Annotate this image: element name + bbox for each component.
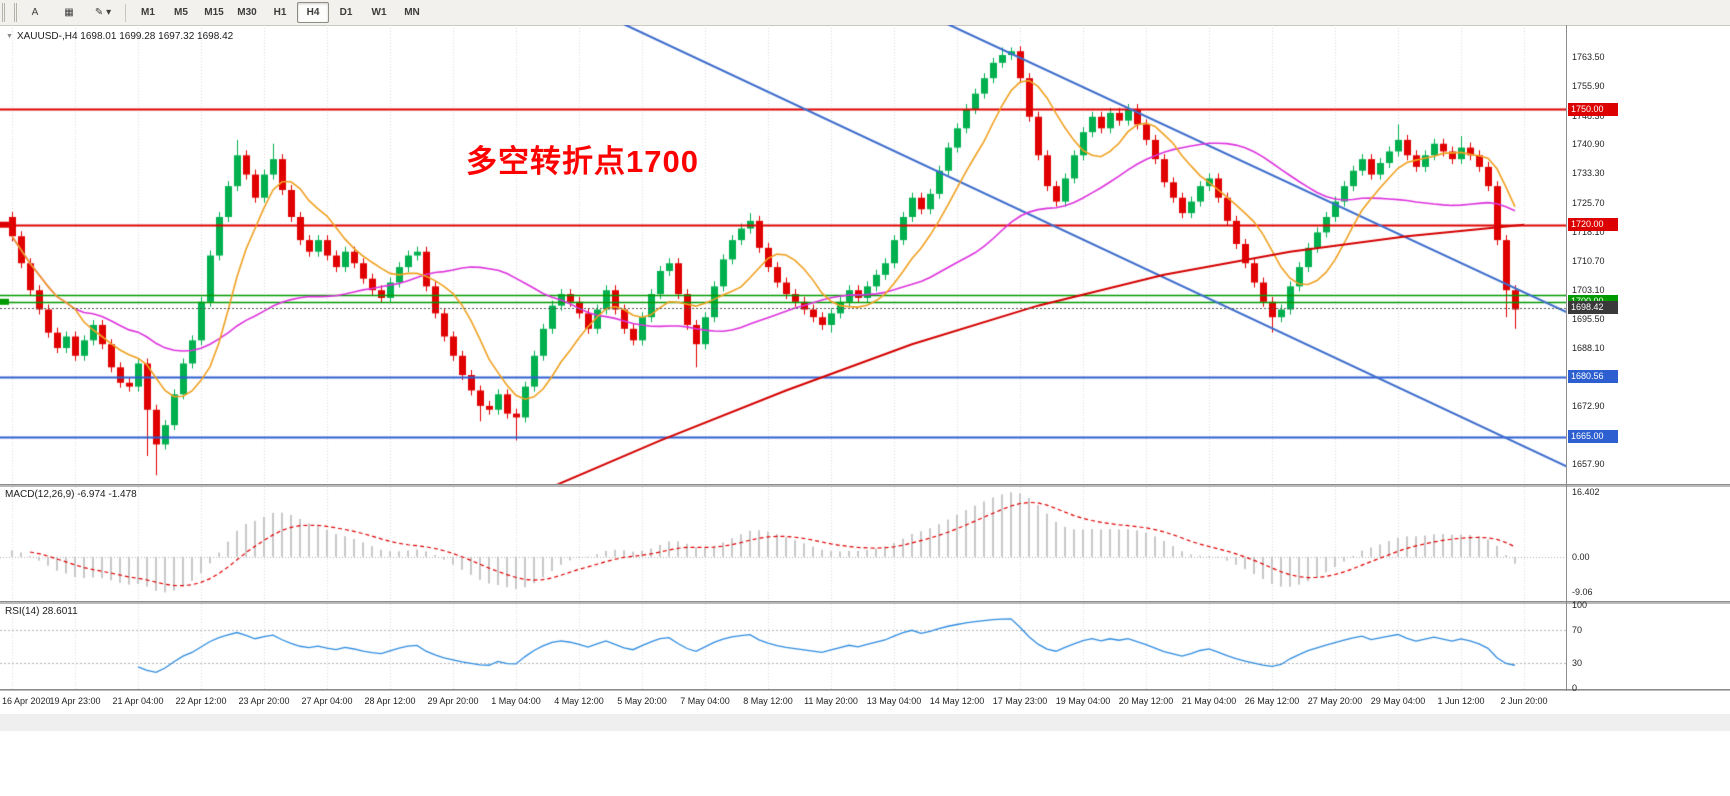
chart-annotation: 多空转折点1700 (466, 144, 699, 179)
time-label: 28 Apr 12:00 (364, 696, 416, 706)
tf-button-m15[interactable]: M15 (204, 7, 224, 18)
time-label: 22 Apr 12:00 (175, 696, 227, 706)
toolbar-draw-tool[interactable]: ✎ ▾ (94, 7, 112, 18)
time-label: 27 May 20:00 (1307, 696, 1363, 706)
price-tick: 1672.90 (1572, 401, 1605, 412)
tool-button-group: A ▦ ✎ ▾ (19, 2, 119, 23)
time-label: 19 Apr 23:00 (49, 696, 101, 706)
price-tick: 1710.70 (1572, 255, 1605, 266)
price-tick: 1763.50 (1572, 51, 1605, 62)
price-tag: 1750.00 (1568, 102, 1618, 116)
price-tick: 1695.50 (1572, 314, 1605, 325)
rsi-tick: 0 (1572, 683, 1578, 693)
time-label: 27 Apr 04:00 (301, 696, 353, 706)
tf-button-m1[interactable]: M1 (141, 7, 155, 18)
time-label: 5 May 20:00 (617, 696, 667, 706)
time-label: 29 May 04:00 (1370, 696, 1426, 706)
toolbar-grip[interactable] (2, 3, 17, 22)
horizontal-scrollbar-track[interactable] (0, 714, 1730, 731)
price-tick: 1740.90 (1572, 139, 1605, 150)
toolbar-separator (125, 3, 126, 22)
time-label: 20 May 12:00 (1118, 696, 1174, 706)
macd-tick: 16.402 (1572, 487, 1600, 498)
price-tick: 1733.30 (1572, 168, 1605, 179)
time-label: 1 May 04:00 (491, 696, 541, 706)
price-tick: 1657.90 (1572, 459, 1605, 470)
time-label: 13 May 04:00 (866, 696, 922, 706)
time-label: 14 May 12:00 (929, 696, 985, 706)
macd-title: MACD(12,26,9) -6.974 -1.478 (5, 489, 137, 500)
timeframe-group: M1 M5 M15 M30 H1 H4 D1 W1 MN (132, 2, 428, 23)
macd-tick: -9.06 (1572, 587, 1593, 598)
panel-separator[interactable] (0, 484, 1730, 487)
price-tag: 1698.42 (1568, 301, 1618, 315)
tf-button-h4[interactable]: H4 (297, 2, 329, 23)
time-label: 7 May 04:00 (680, 696, 730, 706)
time-label: 21 Apr 04:00 (112, 696, 164, 706)
time-label: 23 Apr 20:00 (238, 696, 290, 706)
price-tick: 1725.70 (1572, 197, 1605, 208)
chart-canvas[interactable] (0, 25, 1566, 691)
price-tag: 1680.56 (1568, 370, 1618, 384)
rsi-title: RSI(14) 28.6011 (5, 606, 78, 617)
time-label: 29 Apr 20:00 (427, 696, 479, 706)
time-label: 21 May 04:00 (1181, 696, 1237, 706)
macd-tick: 0.00 (1572, 551, 1590, 562)
toolbar-text-tool[interactable]: A (31, 7, 39, 18)
panel-separator[interactable] (0, 601, 1730, 604)
time-label: 16 Apr 2020 (2, 696, 51, 706)
chart-symbol-line: ▼ XAUUSD-,H4 1698.01 1699.28 1697.32 169… (6, 31, 233, 42)
price-tag: 1720.00 (1568, 218, 1618, 232)
price-tick: 1703.10 (1572, 284, 1605, 295)
toolbar-shapes-tool[interactable]: ▦ (64, 7, 74, 18)
time-label: 8 May 12:00 (743, 696, 793, 706)
panel-separator (0, 689, 1730, 692)
symbol-ohlc-text: XAUUSD-,H4 1698.01 1699.28 1697.32 1698.… (16, 31, 234, 42)
price-tick: 1755.90 (1572, 81, 1605, 92)
time-label: 4 May 12:00 (554, 696, 604, 706)
tf-button-d1[interactable]: D1 (339, 7, 353, 18)
rsi-tick: 100 (1572, 600, 1588, 610)
time-label: 2 Jun 20:00 (1500, 696, 1548, 706)
time-label: 26 May 12:00 (1244, 696, 1300, 706)
tf-button-h1[interactable]: H1 (273, 7, 287, 18)
tf-button-m5[interactable]: M5 (174, 7, 188, 18)
tf-button-m30[interactable]: M30 (237, 7, 257, 18)
price-tag: 1665.00 (1568, 430, 1618, 444)
price-tick: 1748.30 (1572, 110, 1605, 121)
price-axis-border (1566, 25, 1567, 714)
collapse-icon[interactable]: ▼ (6, 33, 13, 40)
price-tick: 1688.10 (1572, 342, 1605, 353)
tf-button-w1[interactable]: W1 (371, 7, 387, 18)
time-label: 11 May 20:00 (804, 696, 858, 706)
rsi-tick: 70 (1572, 624, 1583, 635)
rsi-tick: 30 (1572, 658, 1583, 669)
price-tick: 1718.10 (1572, 227, 1605, 238)
tf-button-mn[interactable]: MN (404, 7, 420, 18)
time-label: 17 May 23:00 (992, 696, 1048, 706)
time-label: 19 May 04:00 (1055, 696, 1111, 706)
time-label: 1 Jun 12:00 (1437, 696, 1485, 706)
top-toolbar: A ▦ ✎ ▾ M1 M5 M15 M30 H1 H4 D1 W1 MN (0, 0, 1730, 26)
